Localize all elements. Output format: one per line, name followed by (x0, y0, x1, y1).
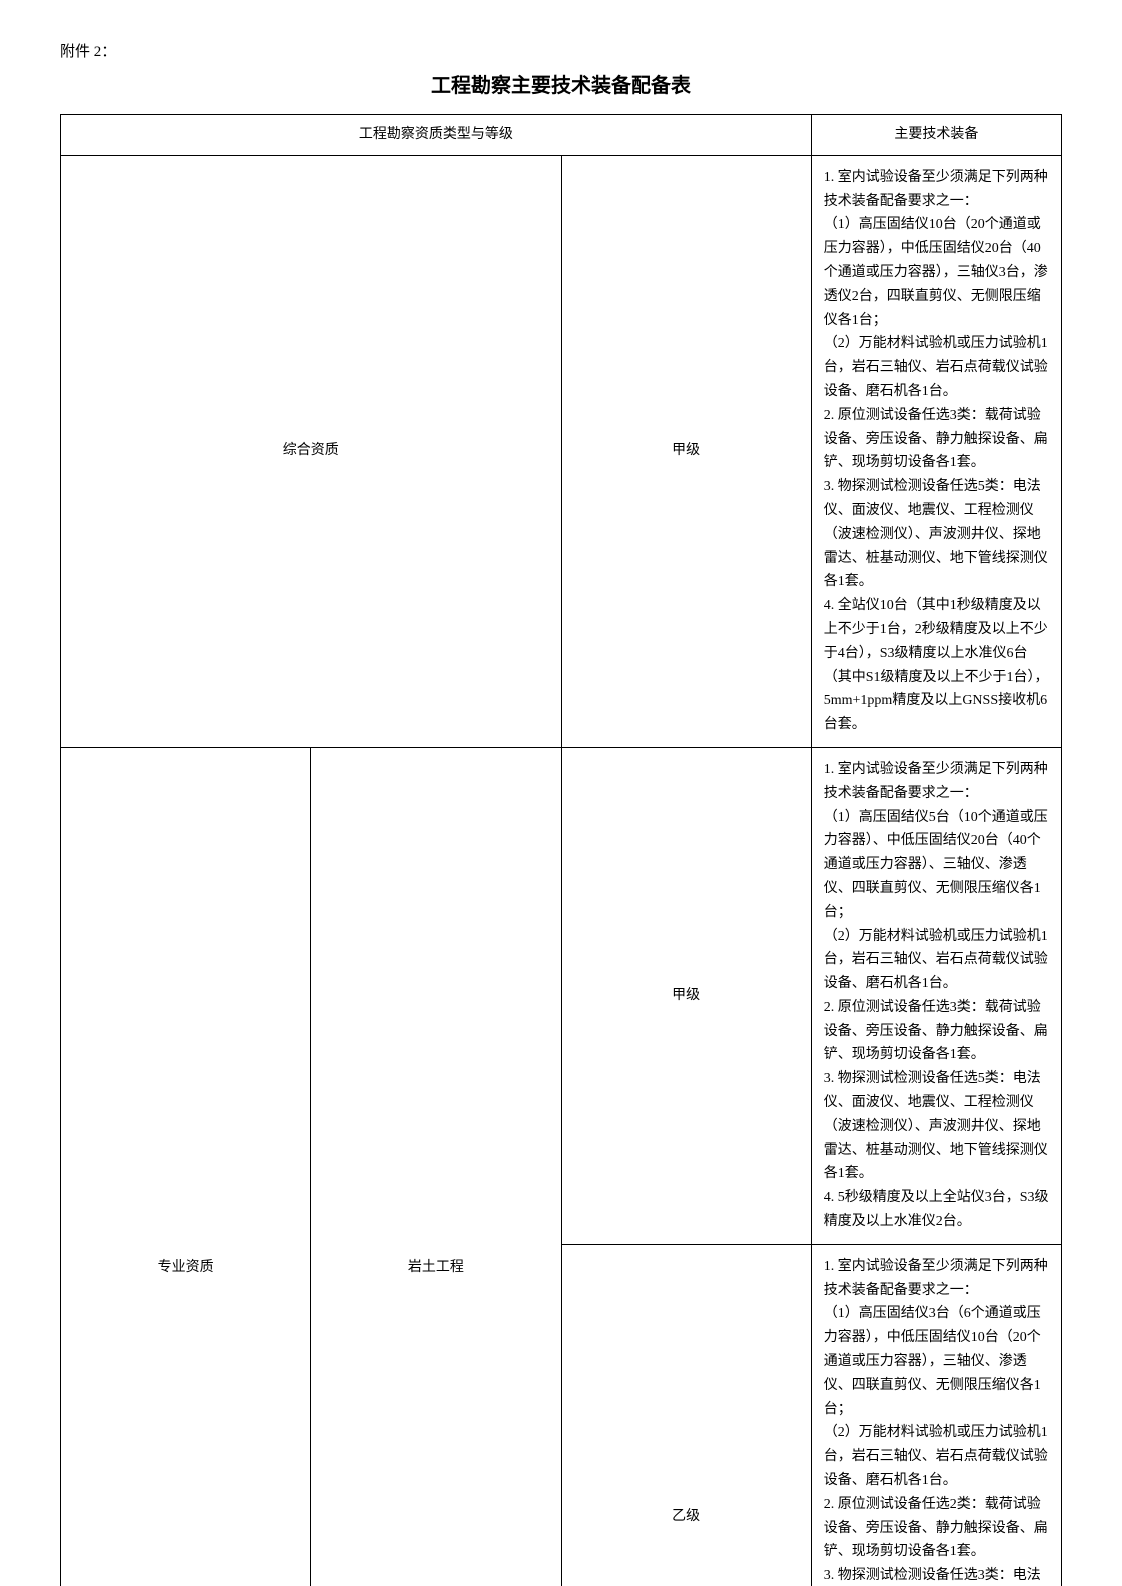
cell-equipment: 1. 室内试验设备至少须满足下列两种技术装备配备要求之一：（1）高压固结仪10台… (811, 155, 1061, 747)
header-qualification-type: 工程勘察资质类型与等级 (61, 115, 812, 156)
cell-equipment: 1. 室内试验设备至少须满足下列两种技术装备配备要求之一：（1）高压固结仪3台（… (811, 1244, 1061, 1586)
table-row: 专业资质 岩土工程 甲级 1. 室内试验设备至少须满足下列两种技术装备配备要求之… (61, 747, 1062, 1244)
cell-type: 综合资质 (61, 155, 562, 747)
attachment-label: 附件 2： (60, 40, 1062, 61)
cell-equipment: 1. 室内试验设备至少须满足下列两种技术装备配备要求之一：（1）高压固结仪5台（… (811, 747, 1061, 1244)
cell-grade: 甲级 (561, 747, 811, 1244)
cell-category: 岩土工程 (311, 747, 561, 1586)
cell-type: 专业资质 (61, 747, 311, 1586)
table-header-row: 工程勘察资质类型与等级 主要技术装备 (61, 115, 1062, 156)
cell-grade: 甲级 (561, 155, 811, 747)
document-title: 工程勘察主要技术装备配备表 (60, 69, 1062, 98)
cell-grade: 乙级 (561, 1244, 811, 1586)
equipment-table: 工程勘察资质类型与等级 主要技术装备 综合资质 甲级 1. 室内试验设备至少须满… (60, 114, 1062, 1586)
header-equipment: 主要技术装备 (811, 115, 1061, 156)
table-row: 综合资质 甲级 1. 室内试验设备至少须满足下列两种技术装备配备要求之一：（1）… (61, 155, 1062, 747)
